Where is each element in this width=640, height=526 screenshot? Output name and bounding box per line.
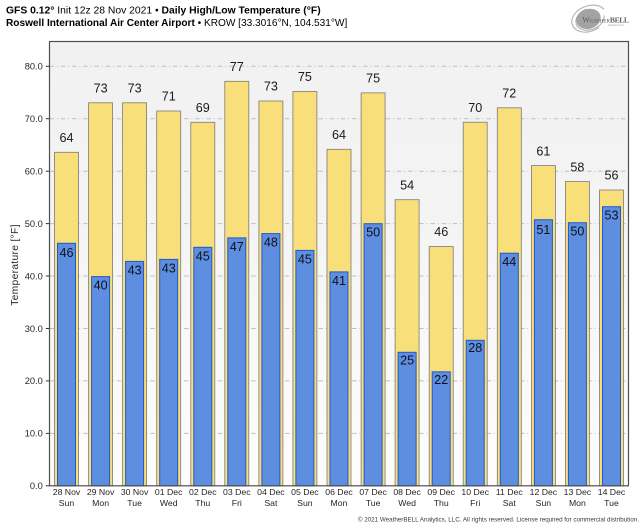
svg-text:41: 41 [332,274,346,288]
svg-text:11 Dec: 11 Dec [496,487,524,497]
svg-text:13 Dec: 13 Dec [564,487,592,497]
svg-text:70: 70 [468,101,482,115]
svg-text:58: 58 [570,160,584,174]
svg-text:Thu: Thu [195,498,210,508]
svg-text:30 Nov: 30 Nov [121,487,149,497]
svg-text:09 Dec: 09 Dec [427,487,455,497]
svg-text:Fri: Fri [470,498,480,508]
svg-text:Mon: Mon [569,498,586,508]
svg-text:30.0: 30.0 [25,324,43,334]
svg-text:22: 22 [434,373,448,387]
svg-text:44: 44 [502,255,516,269]
svg-text:70.0: 70.0 [25,114,43,124]
svg-text:Sat: Sat [503,498,517,508]
svg-text:40: 40 [94,279,108,293]
svg-text:Sun: Sun [59,498,75,508]
svg-text:64: 64 [332,128,346,142]
svg-text:69: 69 [196,101,210,115]
svg-text:Tue: Tue [127,498,142,508]
svg-text:Wed: Wed [160,498,178,508]
svg-text:0.0: 0.0 [30,481,43,491]
svg-text:61: 61 [536,144,550,158]
svg-text:51: 51 [536,223,550,237]
svg-text:Sun: Sun [536,498,552,508]
svg-text:29 Nov: 29 Nov [87,487,115,497]
svg-text:05 Dec: 05 Dec [291,487,319,497]
svg-text:04 Dec: 04 Dec [257,487,285,497]
svg-text:47: 47 [230,240,244,254]
svg-text:50: 50 [366,226,380,240]
svg-text:07 Dec: 07 Dec [359,487,387,497]
svg-text:50.0: 50.0 [25,219,43,229]
svg-text:Tue: Tue [604,498,619,508]
svg-text:20.0: 20.0 [25,376,43,386]
svg-text:73: 73 [264,80,278,94]
svg-text:Fri: Fri [232,498,242,508]
svg-text:Tue: Tue [366,498,381,508]
svg-text:28: 28 [468,341,482,355]
svg-text:73: 73 [94,82,108,96]
svg-text:06 Dec: 06 Dec [325,487,353,497]
svg-text:10.0: 10.0 [25,429,43,439]
svg-text:Sun: Sun [297,498,313,508]
svg-text:43: 43 [162,261,176,275]
svg-text:77: 77 [230,60,244,74]
svg-text:WEATHERBELL: WEATHERBELL [582,15,629,24]
svg-text:25: 25 [400,353,414,367]
svg-text:Wed: Wed [398,498,416,508]
svg-text:Mon: Mon [331,498,348,508]
svg-text:46: 46 [434,225,448,239]
svg-text:43: 43 [128,263,142,277]
svg-text:© 2021 WeatherBELL Analytics,: © 2021 WeatherBELL Analytics, LLC. All r… [358,517,639,524]
svg-text:03 Dec: 03 Dec [223,487,251,497]
svg-text:50: 50 [570,225,584,239]
svg-text:56: 56 [604,169,618,183]
svg-text:Thu: Thu [434,498,449,508]
svg-text:02 Dec: 02 Dec [189,487,217,497]
svg-text:72: 72 [502,87,516,101]
svg-text:80.0: 80.0 [25,62,43,72]
svg-text:73: 73 [128,82,142,96]
svg-text:75: 75 [366,72,380,86]
svg-text:10 Dec: 10 Dec [461,487,489,497]
svg-text:46: 46 [59,246,73,260]
svg-text:71: 71 [162,90,176,104]
svg-text:28 Nov: 28 Nov [53,487,81,497]
svg-text:01 Dec: 01 Dec [155,487,183,497]
svg-text:08 Dec: 08 Dec [393,487,421,497]
svg-text:45: 45 [298,252,312,266]
svg-text:53: 53 [604,209,618,223]
svg-text:64: 64 [59,131,73,145]
svg-text:Temperature [°F]: Temperature [°F] [10,224,21,306]
svg-text:14 Dec: 14 Dec [598,487,626,497]
svg-text:48: 48 [264,236,278,250]
svg-text:Analytics LLC: Analytics LLC [608,24,625,27]
svg-text:GFS 0.12° Init 12z 28 Nov 2021: GFS 0.12° Init 12z 28 Nov 2021 • Daily H… [6,6,321,17]
svg-text:60.0: 60.0 [25,167,43,177]
svg-text:45: 45 [196,249,210,263]
svg-text:54: 54 [400,178,414,192]
svg-text:12 Dec: 12 Dec [530,487,558,497]
svg-text:Sat: Sat [264,498,278,508]
svg-text:Roswell International Air Cent: Roswell International Air Center Airport… [6,18,347,29]
svg-text:75: 75 [298,70,312,84]
svg-text:Mon: Mon [92,498,109,508]
svg-text:40.0: 40.0 [25,271,43,281]
